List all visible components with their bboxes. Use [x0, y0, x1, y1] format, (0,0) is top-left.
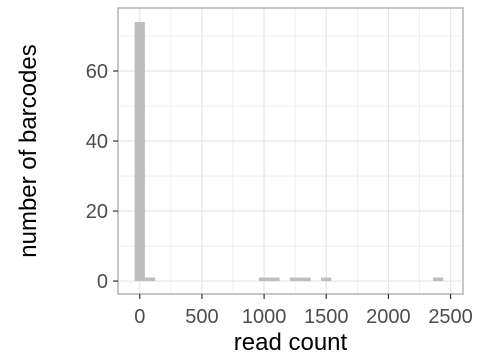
panel-border: [117, 7, 464, 295]
y-axis-title: number of barcodes: [15, 44, 42, 257]
y-axis-ticks: 0 20 40 60: [86, 61, 118, 293]
y-tick-label: 40: [86, 131, 108, 153]
x-axis-ticks: 0 500 1000 1500 2000 2500: [134, 294, 473, 328]
histogram-bar: [134, 22, 145, 282]
histogram-bar: [269, 277, 280, 282]
x-tick-label: 500: [185, 306, 218, 328]
histogram-bar: [258, 277, 270, 282]
histogram-bar: [300, 277, 311, 282]
major-gridlines: [118, 8, 463, 294]
x-tick-label: 2000: [366, 306, 411, 328]
x-tick-label: 0: [134, 306, 145, 328]
y-tick-label: 60: [86, 61, 108, 83]
y-tick-label: 20: [86, 201, 108, 223]
x-tick-label: 1500: [304, 306, 349, 328]
histogram-bar: [144, 277, 156, 282]
histogram-bar: [321, 277, 332, 282]
x-tick-label: 1000: [242, 306, 287, 328]
histogram-bar: [432, 277, 444, 282]
histogram-bar: [290, 277, 301, 282]
x-axis-title: read count: [234, 329, 348, 356]
x-tick-label: 2500: [428, 306, 473, 328]
y-tick-label: 0: [97, 271, 108, 293]
histogram-bars: [134, 22, 444, 282]
minor-gridlines: [118, 8, 463, 294]
